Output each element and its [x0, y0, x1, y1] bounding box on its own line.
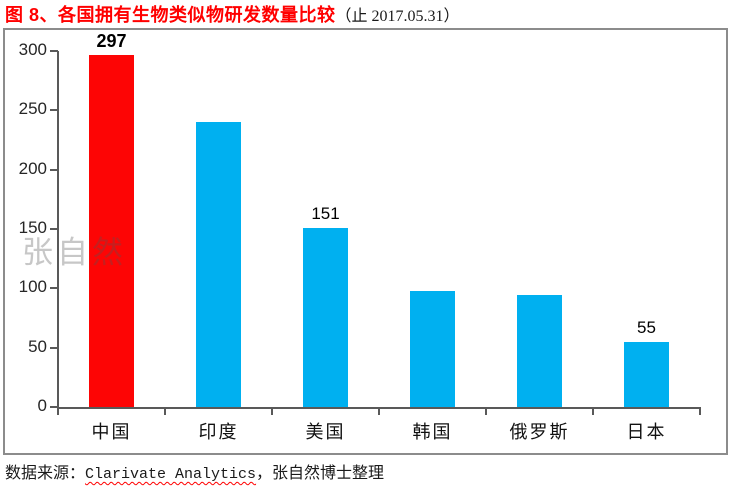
bar-value-label: 55	[637, 317, 656, 337]
x-axis-tick	[164, 407, 166, 415]
chart-bar-印度	[196, 122, 241, 407]
y-axis-tick-label: 200	[18, 158, 47, 178]
x-axis-tick	[699, 407, 701, 415]
x-axis-category-label: 美国	[305, 422, 346, 442]
y-axis-tick	[50, 50, 58, 52]
figure-title-date-suffix: （止 2017.05.31）	[335, 8, 460, 25]
y-axis-line	[57, 51, 59, 407]
x-axis-category-label: 中国	[91, 422, 132, 442]
y-axis-tick-label: 250	[18, 99, 47, 119]
x-axis-category-label: 日本	[626, 422, 667, 442]
x-axis-tick	[57, 407, 59, 415]
data-source-caption: 数据来源：Clarivate Analytics，张自然博士整理	[5, 459, 384, 483]
y-axis-tick-label: 100	[18, 277, 47, 297]
y-axis-tick	[50, 287, 58, 290]
figure-title: 图 8、各国拥有生物类似物研发数量比较（止 2017.05.31）	[5, 3, 460, 29]
x-axis-category-label: 俄罗斯	[509, 422, 570, 442]
data-source-suffix: ，张自然博士整理	[256, 465, 385, 482]
x-axis-category-label: 印度	[198, 422, 239, 442]
data-source-prefix: 数据来源：	[5, 465, 86, 482]
y-axis-tick	[50, 346, 58, 349]
chart-bar-俄罗斯	[517, 295, 562, 407]
data-source-name: Clarivate Analytics	[85, 466, 257, 483]
x-axis-tick	[592, 407, 594, 415]
y-axis-tick-label: 150	[18, 218, 47, 237]
figure-title-main: 图 8、各国拥有生物类似物研发数量比较	[5, 5, 336, 25]
chart-frame: 0 50 100 150 200 250 300 297 中国 印度 151 美国 韩国 俄罗斯 55 日本 …	[3, 28, 728, 455]
y-axis-tick-label: 50	[28, 336, 47, 356]
bar-value-label: 151	[311, 203, 340, 223]
x-axis-tick	[378, 407, 380, 415]
y-axis-tick	[50, 168, 58, 171]
y-axis-tick	[50, 109, 58, 112]
chart-bar-中国	[89, 54, 134, 407]
x-axis-tick	[485, 407, 487, 415]
plot-area: 0 50 100 150 200 250 300 297 中国 印度 151 美国 韩国 俄罗斯 55 日本	[5, 30, 726, 453]
chart-bar-日本	[624, 341, 669, 407]
chart-bar-美国	[303, 227, 348, 407]
chart-bar-韩国	[410, 290, 455, 407]
y-axis-tick	[50, 228, 58, 230]
x-axis-category-label: 韩国	[412, 422, 453, 442]
bar-value-label: 297	[96, 30, 127, 51]
y-axis-tick	[50, 406, 58, 408]
y-axis-tick-label: 0	[37, 396, 47, 415]
y-axis-tick-label: 300	[18, 40, 47, 59]
x-axis-tick	[271, 407, 273, 415]
